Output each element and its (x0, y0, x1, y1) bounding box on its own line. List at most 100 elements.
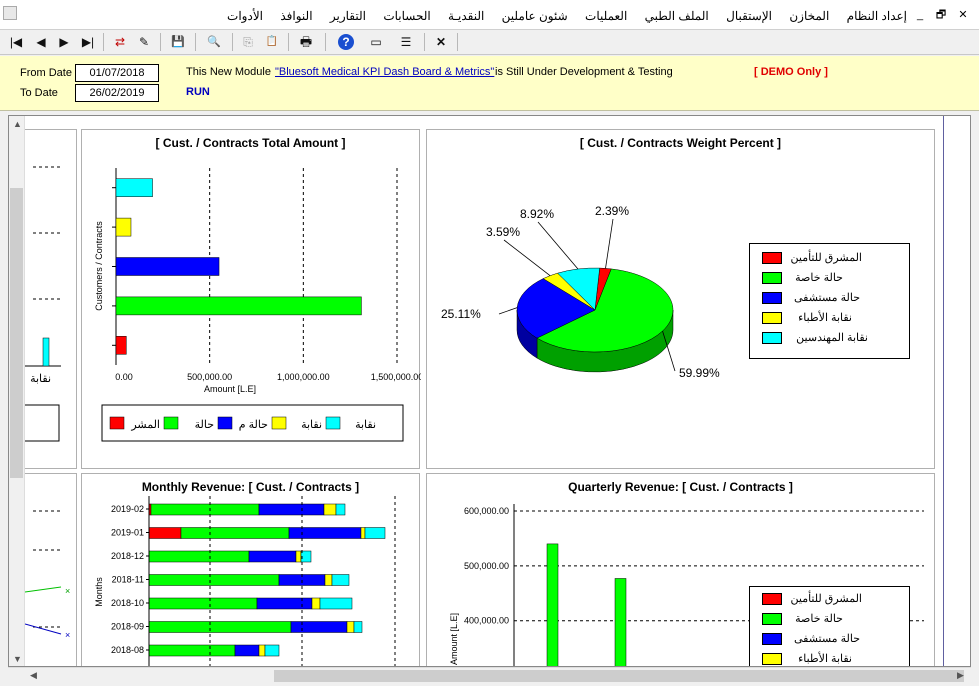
stack-segment (331, 574, 350, 586)
quarterly-revenue-title: Quarterly Revenue: [ Cust. / Contracts ] (568, 480, 793, 494)
legend-swatch (109, 416, 125, 430)
total-amount-panel: [ Cust. / Contracts Total Amount ] 0.00 5… (81, 129, 421, 469)
legend-swatch-yellow (762, 653, 782, 665)
toolbar-separator (232, 33, 233, 51)
stack-segment (258, 503, 325, 516)
y-tick-label: 400,000.00 (464, 616, 509, 626)
eraser-icon[interactable]: ✎ (138, 35, 150, 49)
menu-item-reception[interactable]: الإستقبال (726, 9, 773, 23)
y-tick-label: 500,000.00 (464, 561, 509, 571)
horizontal-scroll-thumb[interactable] (274, 670, 964, 682)
monthly-revenue-panel: Monthly Revenue: [ Cust. / Contracts ] 2… (81, 473, 420, 666)
filter-bar: From Date 01/07/2018 To Date 26/02/2019 … (0, 56, 979, 111)
x-axis-label: Amount [L.E] (204, 384, 256, 394)
legend-label: نقابة المهندسين (796, 332, 868, 344)
legend-swatch (325, 416, 341, 430)
menu-bar: إعداد النظام المخازن الإستقبال الملف الط… (0, 0, 979, 30)
scroll-down-icon[interactable]: ▼ (13, 654, 22, 664)
menu-item-tools[interactable]: الأدوات (227, 9, 263, 23)
toolbar-separator (288, 33, 289, 51)
pie-leader-line (537, 221, 579, 270)
total-amount-chart: 0.00 500,000.00 1,000,000.00 1,500,000.00 Am… (94, 168, 421, 442)
from-date-field[interactable]: 01/07/2018 (75, 64, 159, 82)
find-icon[interactable]: 🔍 (207, 36, 221, 48)
card-icon[interactable]: ▭ (370, 35, 382, 49)
pie-label: 8.92% (520, 207, 554, 221)
minimize-button[interactable]: _ (916, 9, 924, 21)
exit-icon[interactable]: ⇄ (114, 35, 126, 49)
toolbar-separator (160, 33, 161, 51)
menu-item-operations[interactable]: العمليات (585, 9, 628, 23)
list-icon[interactable]: ☰ (400, 35, 412, 49)
stack-segment (234, 644, 260, 657)
stack-segment (288, 527, 362, 539)
menu-item-accounts[interactable]: الحسابات (383, 9, 431, 23)
bar (115, 336, 127, 355)
bar (115, 217, 132, 237)
legend-label: حالة خاصة (795, 272, 843, 284)
month-label: 2019-01 (111, 528, 144, 538)
y-tick-label: 600,000.00 (464, 506, 509, 516)
menu-item-reports[interactable]: التقارير (329, 9, 366, 23)
stack-segment (323, 503, 337, 516)
stack-segment (148, 621, 292, 633)
restore-button[interactable]: 🗗 (935, 9, 947, 21)
weight-percent-legend: المشرق للتأمين حالة خاصة حالة مستشفى نقا… (749, 243, 910, 359)
module-link[interactable]: "Bluesoft Medical KPI Dash Board & Metri… (275, 66, 495, 78)
help-icon[interactable]: ? (338, 34, 354, 50)
menu-item-cash[interactable]: النقديـة (448, 9, 485, 23)
stack-segment (148, 527, 182, 539)
legend-swatch-blue (762, 292, 782, 304)
scroll-up-icon[interactable]: ▲ (13, 119, 22, 129)
legend-label: نقابة (301, 419, 322, 431)
x-tick-label: 1,000,000.00 (277, 372, 330, 382)
menu-item-system-setup[interactable]: إعداد النظام (846, 9, 907, 23)
partial-bar (42, 337, 50, 367)
previous-record-icon[interactable]: ◀ (36, 35, 46, 49)
stack-segment (148, 644, 236, 657)
legend-swatch-green (762, 613, 782, 625)
horizontal-scrollbar[interactable]: ◀ ▶ (8, 667, 971, 684)
x-tick-label: 0.00 (115, 372, 133, 382)
menu-item-medical-file[interactable]: الملف الطبي (644, 9, 709, 23)
vertical-scroll-thumb[interactable] (10, 188, 23, 478)
scroll-left-icon[interactable]: ◀ (30, 670, 37, 680)
stack-segment (335, 503, 346, 516)
next-record-icon[interactable]: ▶ (59, 35, 69, 49)
pie-slice (557, 267, 600, 311)
stack-segment (360, 527, 366, 539)
pie-leader-line (498, 307, 518, 315)
close-window-button[interactable]: ✕ (958, 9, 968, 21)
partial-marker-blue: × (65, 630, 70, 640)
app-icon[interactable] (3, 6, 17, 20)
stack-segment (311, 597, 321, 610)
stack-segment (264, 644, 280, 657)
partial-marker-green: × (65, 586, 70, 596)
menu-item-windows[interactable]: النوافذ (280, 9, 313, 23)
copy-icon[interactable]: ⎘ (243, 35, 253, 49)
x-tick-label: 1,500,000.00 (371, 372, 421, 382)
vertical-scrollbar[interactable]: ▲ ▼ (9, 116, 25, 666)
stack-segment (258, 644, 266, 657)
close-form-icon[interactable]: ✕ (435, 35, 447, 49)
bar (115, 257, 220, 276)
weight-percent-panel: [ Cust. / Contracts Weight Percent ] 2.3… (426, 129, 935, 469)
partial-axis-label: نقابة (30, 373, 51, 385)
legend-label: نقابة (355, 419, 376, 431)
toolbar: |◀ ◀ ▶ ▶| ⇄ ✎ 💾 🔍 ⎘ 📋 🖶 ? ▭ ☰ ✕ (0, 30, 979, 55)
first-record-icon[interactable]: |◀ (9, 35, 23, 49)
print-icon[interactable]: 🖶 (299, 34, 313, 49)
last-record-icon[interactable]: ▶| (81, 35, 95, 49)
menu-item-stores[interactable]: المخازن (789, 9, 830, 23)
paste-icon[interactable]: 📋 (265, 36, 279, 47)
scroll-right-icon[interactable]: ▶ (957, 670, 964, 680)
stack-segment (180, 527, 290, 539)
save-icon[interactable]: 💾 (171, 36, 185, 48)
partial-chart-bottom-svg: × × (24, 510, 70, 640)
stack-segment (300, 550, 312, 563)
demo-badge: [ DEMO Only ] (754, 66, 828, 78)
menu-item-hr[interactable]: شئون عاملين (501, 9, 568, 23)
quarterly-revenue-panel: Quarterly Revenue: [ Cust. / Contracts ]… (426, 473, 935, 666)
to-date-field[interactable]: 26/02/2019 (75, 84, 159, 102)
run-button[interactable]: RUN (186, 86, 210, 98)
